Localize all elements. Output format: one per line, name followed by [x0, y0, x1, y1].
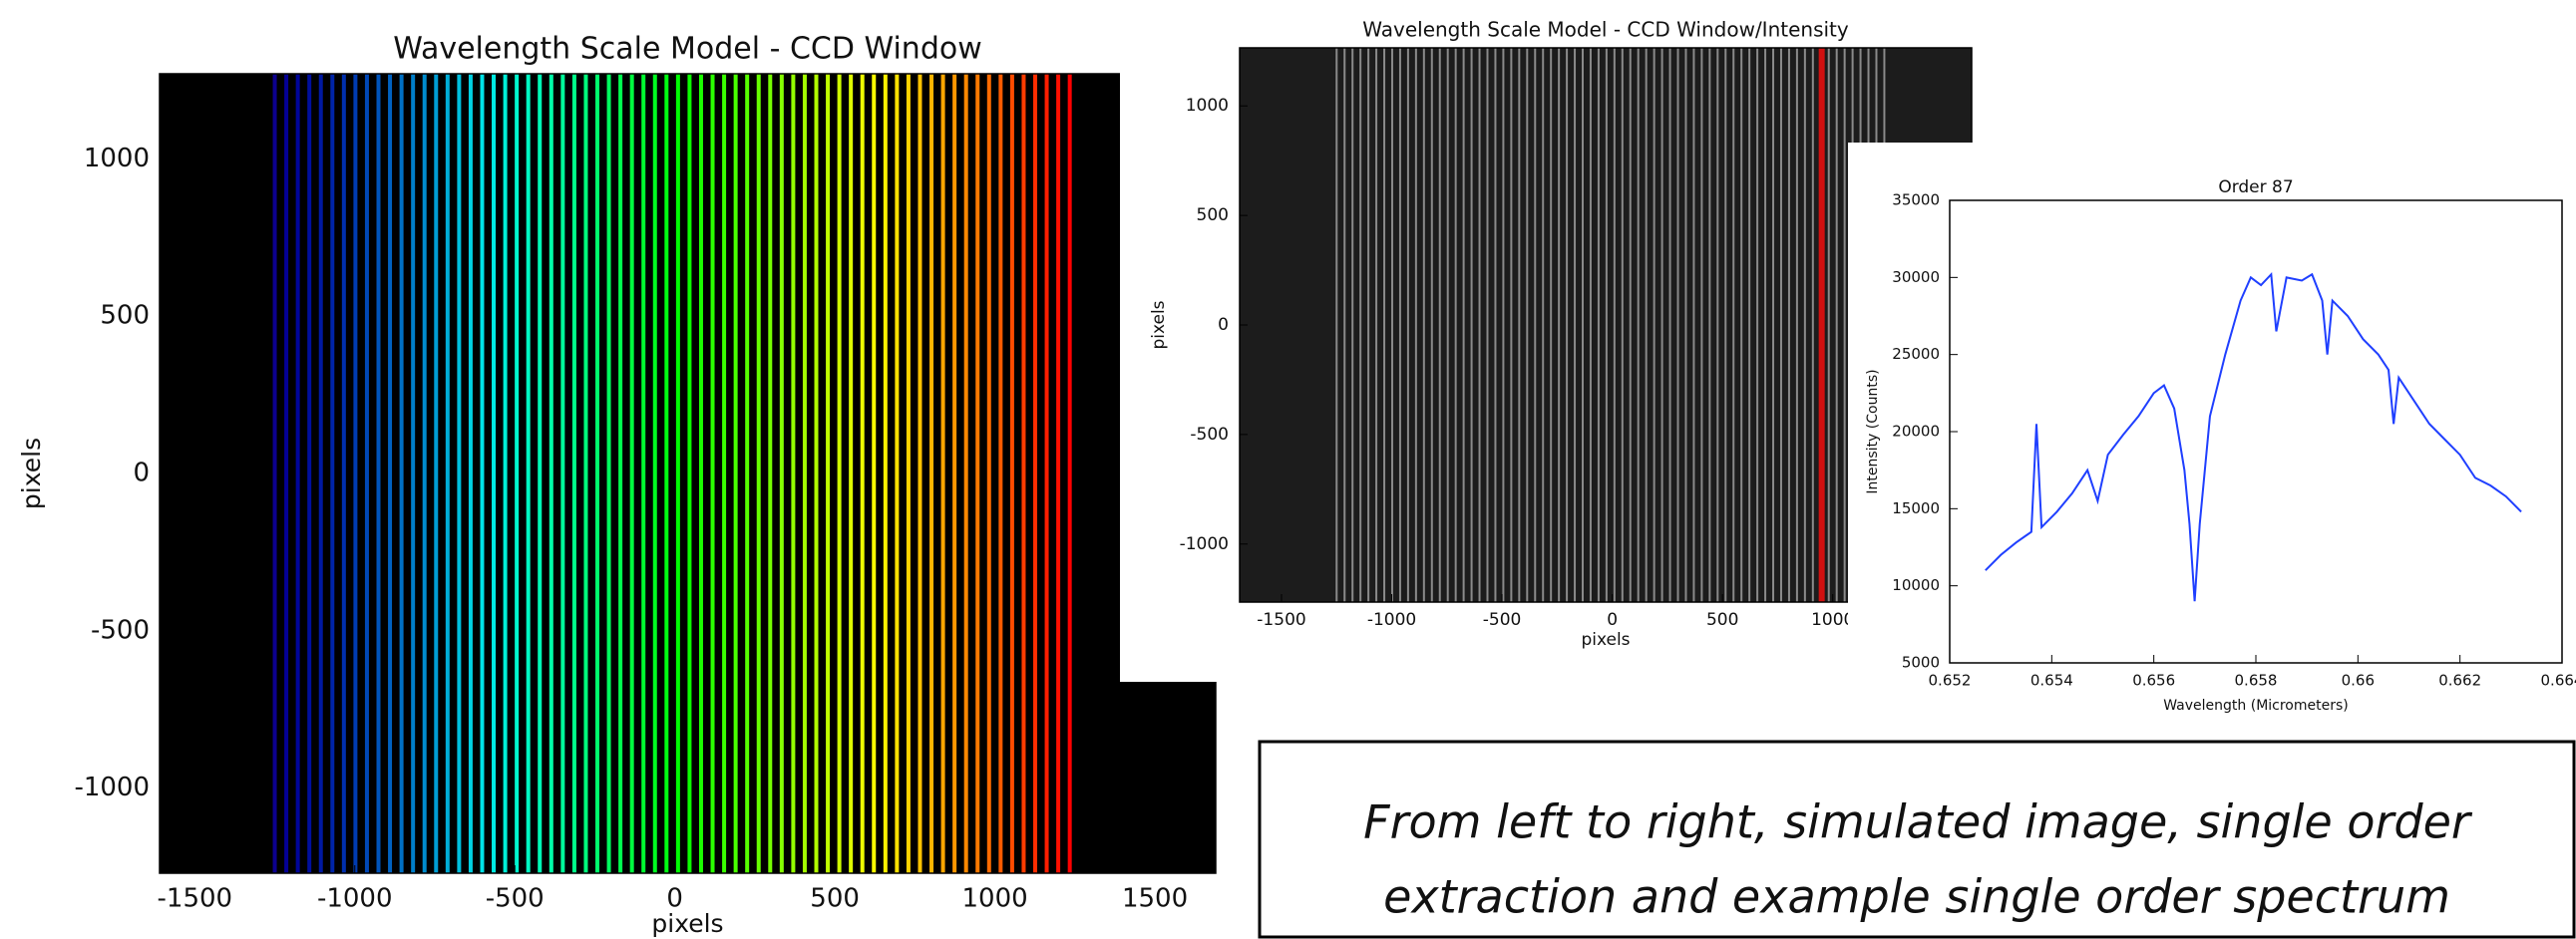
y-tick-label: 0 — [133, 459, 150, 488]
x-tick-label: -500 — [1483, 610, 1522, 630]
x-axis-label: Wavelength (Micrometers) — [2163, 698, 2349, 714]
y-tick-label: 30000 — [1892, 268, 1940, 286]
x-axis-label: pixels — [651, 909, 723, 938]
y-tick-label: 1000 — [1186, 96, 1229, 116]
y-tick-label: -1000 — [1180, 534, 1229, 554]
x-tick-label: 1500 — [1122, 884, 1188, 914]
x-tick-label: 0.656 — [2132, 672, 2175, 690]
x-tick-label: 0.652 — [1929, 672, 1972, 690]
y-tick-label: 500 — [1197, 205, 1229, 225]
y-axis-label: pixels — [17, 438, 46, 509]
x-tick-label: 0.662 — [2438, 672, 2481, 690]
chart-2: 0.652 0.654 0.656 0.658 0.66 0.662 0.664 5000 10… — [1848, 143, 2576, 723]
chart-title: Order 87 — [2218, 177, 2293, 197]
page: -1500 -1000 -500 0 500 1000 1500 -1000 -500 0 500 1… — [0, 0, 2576, 939]
chart-title: Wavelength Scale Model - CCD Window/Inte… — [1362, 18, 1849, 42]
y-tick-label: -500 — [1190, 425, 1229, 445]
y-tick-label: 500 — [100, 301, 150, 331]
y-tick-label: 20000 — [1892, 423, 1940, 441]
y-axis-label: Intensity (Counts) — [1865, 369, 1881, 493]
x-tick-label: -1000 — [1367, 610, 1416, 630]
figure: -1500 -1000 -500 0 500 1000 1500 -1000 -500 0 500 1… — [0, 0, 2576, 939]
y-tick-label: 1000 — [84, 144, 150, 173]
x-tick-label: 0.664 — [2541, 672, 2576, 690]
y-tick-label: -1000 — [74, 773, 150, 802]
caption-line: From left to right, simulated image, sin… — [1363, 795, 2473, 849]
x-tick-label: -1500 — [1257, 610, 1305, 630]
x-tick-label: 1000 — [961, 884, 1027, 914]
chart-title: Wavelength Scale Model - CCD Window — [393, 32, 982, 67]
caption-line: extraction and example single order spec… — [1383, 870, 2450, 924]
caption: From left to right, simulated image, sin… — [1260, 742, 2574, 937]
plot-background — [1950, 200, 2562, 663]
x-axis-label: pixels — [1581, 630, 1630, 650]
x-tick-label: 0.66 — [2342, 672, 2375, 690]
y-axis-label: pixels — [1149, 300, 1169, 349]
y-tick-label: 10000 — [1892, 576, 1940, 594]
y-tick-label: 35000 — [1892, 191, 1940, 209]
x-tick-label: 500 — [1706, 610, 1738, 630]
x-tick-label: 1000 — [1811, 610, 1854, 630]
y-tick-label: 25000 — [1892, 345, 1940, 363]
y-tick-label: 0 — [1218, 315, 1229, 335]
x-tick-label: -500 — [486, 884, 545, 914]
x-tick-label: -1000 — [317, 884, 393, 914]
x-tick-label: -1500 — [158, 884, 233, 914]
x-tick-label: 0 — [1607, 610, 1618, 630]
y-tick-label: -500 — [91, 615, 150, 645]
x-tick-label: 0.658 — [2235, 672, 2278, 690]
x-tick-label: 500 — [810, 884, 860, 914]
x-tick-label: 0.654 — [2030, 672, 2073, 690]
y-tick-label: 5000 — [1902, 654, 1940, 672]
y-tick-label: 15000 — [1892, 499, 1940, 517]
